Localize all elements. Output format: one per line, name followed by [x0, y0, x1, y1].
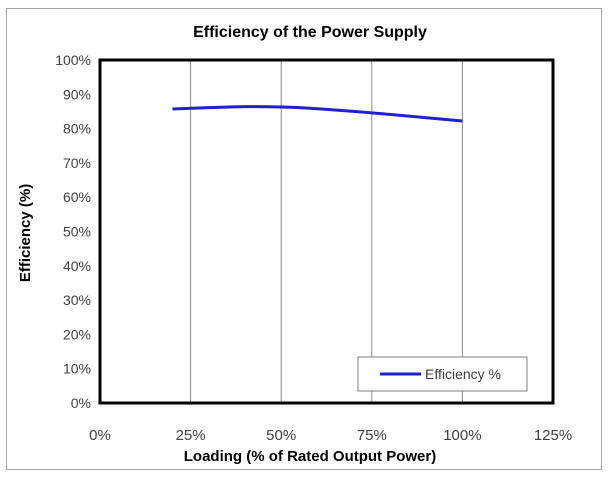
x-tick-label: 25% [176, 427, 206, 444]
y-tick-label: 90% [63, 86, 91, 102]
y-tick-label: 0% [71, 395, 91, 411]
y-tick-label: 100% [55, 52, 91, 68]
plot-area-border [98, 58, 555, 405]
x-axis-label: Loading (% of Rated Output Power) [184, 448, 436, 465]
y-tick-label: 80% [63, 121, 91, 137]
x-tick-label: 125% [534, 427, 572, 444]
x-tick-label: 75% [357, 427, 387, 444]
y-axis-label: Efficiency (%) [17, 184, 34, 282]
series-layer [172, 105, 463, 123]
y-tick-label: 50% [63, 224, 91, 240]
y-tick-label: 70% [63, 155, 91, 171]
y-tick-label: 20% [63, 326, 91, 342]
x-tick-label: 50% [266, 427, 296, 444]
x-axis-ticks: 0% 25% 50% 75% 100% 125% [89, 427, 572, 444]
y-tick-label: 40% [63, 258, 91, 274]
y-tick-label: 60% [63, 189, 91, 205]
legend-label: Efficiency % [425, 366, 501, 382]
chart-frame [6, 8, 602, 470]
y-tick-label: 10% [63, 361, 91, 377]
x-tick-label: 0% [89, 427, 111, 444]
x-tick-label: 100% [443, 427, 481, 444]
y-axis-ticks: 0% 10% 20% 30% 40% 50% 60% 70% 80% 90% 100% [55, 52, 91, 411]
efficiency-series-line [172, 105, 463, 123]
legend: Efficiency % [357, 356, 528, 392]
chart-title: Efficiency of the Power Supply [193, 24, 427, 41]
y-tick-label: 30% [63, 292, 91, 308]
vertical-gridlines [190, 60, 463, 403]
